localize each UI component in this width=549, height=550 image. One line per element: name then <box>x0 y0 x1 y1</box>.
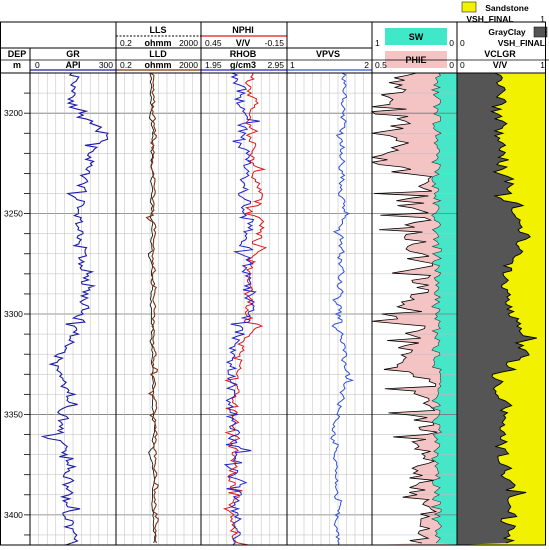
lld-name: LLD <box>149 49 167 59</box>
sw-hc-fill <box>372 73 438 545</box>
rhob-min: 1.95 <box>205 60 222 70</box>
phie-legend-swatch <box>385 51 447 68</box>
depth-header: DEP m <box>8 49 27 70</box>
vclgr-name: VCLGR <box>484 49 516 59</box>
vclgr-max: 1 <box>540 60 545 70</box>
vclgr-curve <box>490 72 537 544</box>
lld-curve <box>145 72 159 544</box>
nphi-max: -0.15 <box>265 38 285 48</box>
sw-name: SW <box>409 32 424 42</box>
rhob-name: RHOB <box>230 49 257 59</box>
gr-curve <box>40 72 109 546</box>
depth-label-3350: 3350 <box>4 409 23 419</box>
grid-lines <box>30 72 457 545</box>
sandstone-swatch-left <box>461 1 477 13</box>
nphi-curve <box>222 72 267 546</box>
phie-max: 0 <box>449 60 454 70</box>
vsh-final-min-2: 0 <box>460 38 465 48</box>
lls-curve <box>147 72 157 544</box>
track6-header: Sandstone VSH_FINAL 1 GrayClay 0 VSH_FIN… <box>460 1 548 70</box>
rhob-max: 2.95 <box>267 60 284 70</box>
sandstone-label: Sandstone <box>485 3 529 13</box>
gr-max: 300 <box>99 60 113 70</box>
rhob-unit: g/cm3 <box>230 60 256 70</box>
sw-min: 1 <box>375 38 380 48</box>
gr-name: GR <box>66 49 80 59</box>
depth-label-3250: 3250 <box>4 209 23 219</box>
vclgr-min: 0 <box>460 60 465 70</box>
gr-unit: API <box>65 60 80 70</box>
lls-min: 0.2 <box>120 38 132 48</box>
depth-label-3300: 3300 <box>4 309 23 319</box>
sw-max: 0 <box>449 38 454 48</box>
vpvs-min: 1 <box>290 60 295 70</box>
gr-min: 0 <box>35 60 40 70</box>
vsh-final-label-2: VSH_FINAL <box>498 38 545 48</box>
vpvs-max: 2 <box>364 60 369 70</box>
lls-unit: ohmm <box>145 38 172 48</box>
lls-max: 2000 <box>179 38 198 48</box>
lld-min: 0.2 <box>120 60 132 70</box>
lld-max: 2000 <box>179 60 198 70</box>
phie-curve <box>430 72 443 544</box>
vpvs-name: VPVS <box>316 49 340 59</box>
depth-label-3400: 3400 <box>4 510 23 520</box>
track5-header: SW 1 0 PHIE 0.5 0 <box>375 28 454 70</box>
depth-label: DEP <box>8 49 27 59</box>
vsh-final-label-1: VSH_FINAL <box>466 14 513 24</box>
lld-unit: ohmm <box>145 60 172 70</box>
track3-header: NPHI 0.45 V/V -0.15 RHOB 1.95 g/cm3 2.95 <box>205 25 284 70</box>
sw-curve <box>370 72 438 544</box>
nphi-name: NPHI <box>232 25 254 35</box>
phie-min: 0.5 <box>375 60 387 70</box>
track4-header: VPVS 1 2 <box>290 49 369 70</box>
track2-header: LLS 0.2 ohmm 2000 LLD 0.2 ohmm 2000 <box>120 25 198 70</box>
grayclay-label: GrayClay <box>488 27 526 37</box>
sw-fill <box>431 73 457 545</box>
grayclay-swatch-right <box>533 26 548 38</box>
depth-label-3200: 3200 <box>4 108 23 118</box>
depth-ticks: 3200 3250 3300 3350 3400 <box>4 72 30 536</box>
track1-header: GR 0 API 300 <box>35 49 113 70</box>
track-fills <box>372 73 546 545</box>
nphi-min: 0.45 <box>205 38 222 48</box>
grayclay-fill <box>457 73 537 545</box>
rhob-curve <box>223 72 260 546</box>
track-frames <box>0 21 549 546</box>
sw-legend-swatch <box>385 28 447 45</box>
depth-unit: m <box>13 60 21 70</box>
log-curves <box>40 72 537 546</box>
nphi-unit: V/V <box>236 38 251 48</box>
vpvs-curve <box>330 72 355 546</box>
lls-name: LLS <box>150 25 167 35</box>
vclgr-unit: V/V <box>493 60 508 70</box>
vsh-final-max-1: 1 <box>540 14 545 24</box>
